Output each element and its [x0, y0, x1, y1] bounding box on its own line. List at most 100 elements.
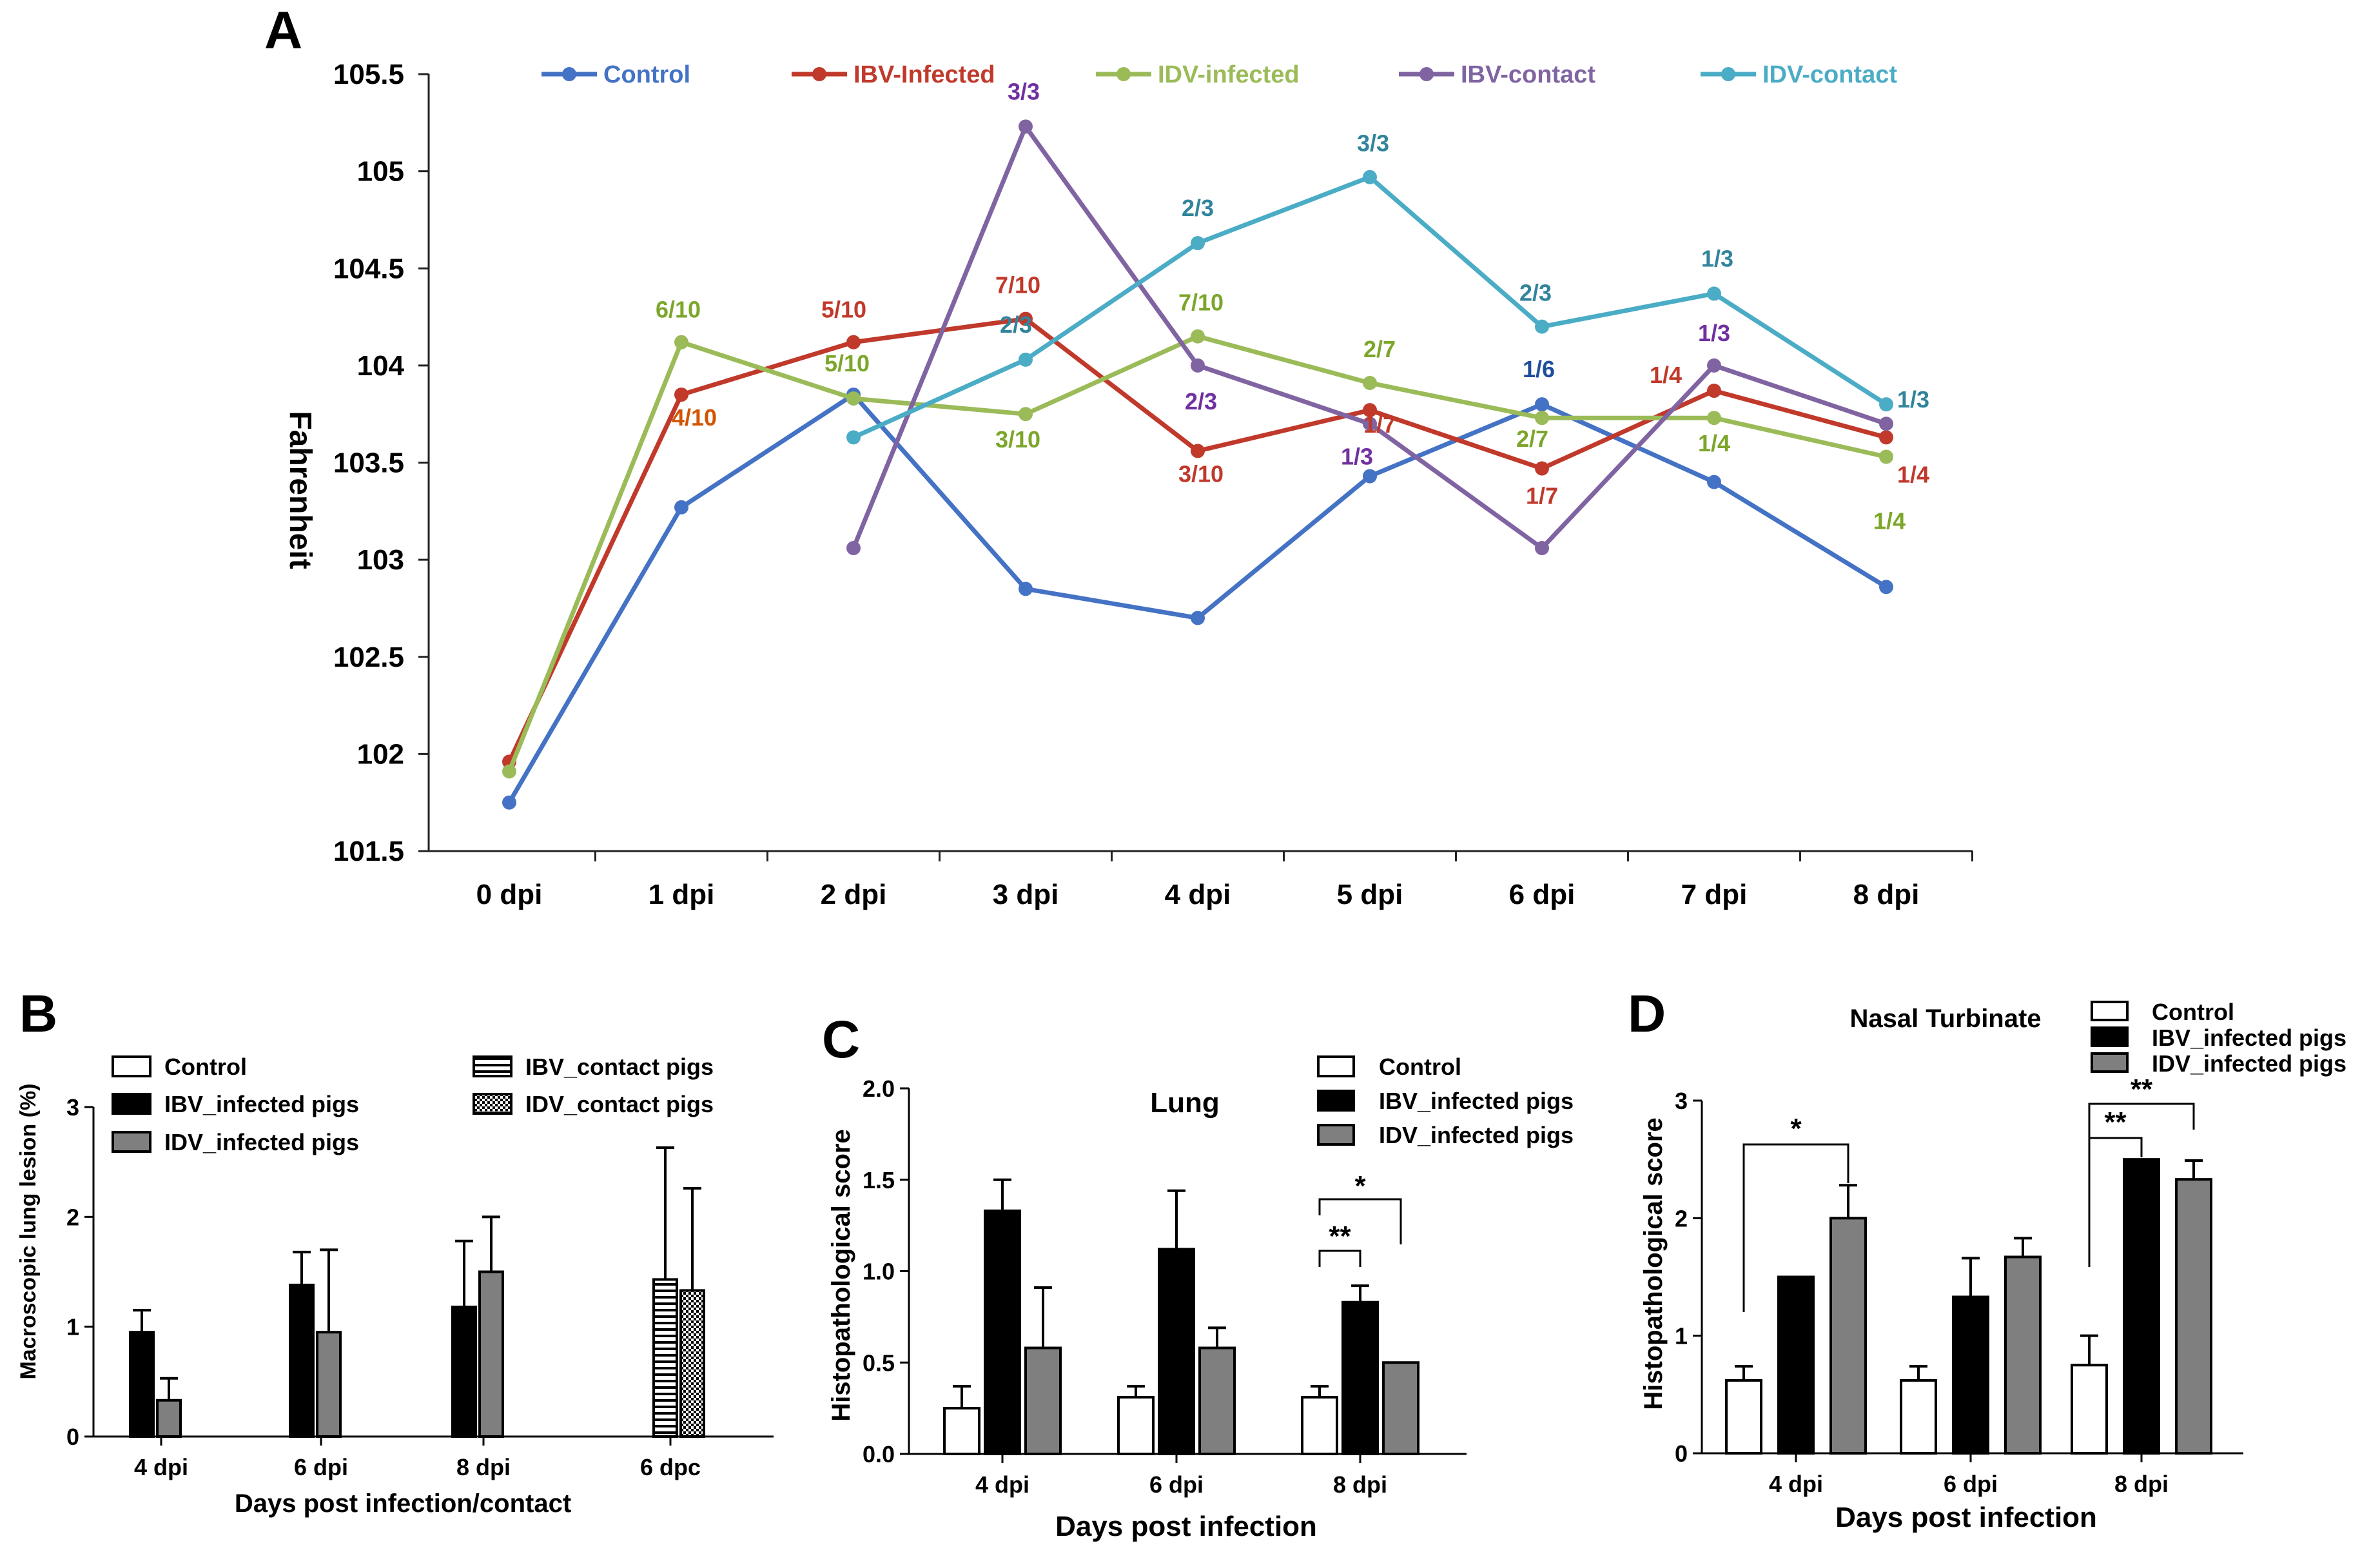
- data-point-idv-contact: [1535, 319, 1549, 334]
- legend-label-idv-contact: IDV-contact: [1762, 61, 1897, 88]
- panel-label-c: C: [822, 1010, 860, 1069]
- significance-bracket: [1318, 1250, 1361, 1267]
- bar-ibv-infected-pigs: [1952, 1295, 1989, 1455]
- data-point-idv-infected: [1019, 407, 1033, 422]
- panel-a-xtick-label: 3 dpi: [993, 879, 1059, 910]
- annotation-label: 1/4: [1698, 430, 1730, 456]
- data-point-idv-contact: [1707, 286, 1721, 301]
- annotation-label: 1/4: [1897, 461, 1929, 487]
- data-point-ibv-contact: [1535, 541, 1549, 556]
- bar-idv-infected-pigs: [478, 1270, 504, 1438]
- annotation-label: 2/7: [1516, 426, 1548, 452]
- panel-a-ytick-label: 104: [357, 350, 405, 382]
- annotation-label: 6/10: [656, 297, 701, 323]
- ytick-label: 0: [1675, 1440, 1688, 1467]
- panel-a-xtick-label: 1 dpi: [649, 879, 715, 910]
- legend-label-control: Control: [1379, 1054, 1461, 1080]
- panel-label-d: D: [1628, 985, 1666, 1043]
- panel-a-xtick-label: 7 dpi: [1681, 879, 1748, 910]
- data-point-control: [674, 500, 688, 515]
- annotation-label: 1/7: [1363, 411, 1396, 438]
- bar-ibv-infected-pigs: [1158, 1248, 1195, 1455]
- annotation-label: 1/3: [1698, 320, 1730, 346]
- panel-d-xlabel: Days post infection: [1835, 1502, 2097, 1533]
- bar-ibv-infected-pigs: [129, 1331, 155, 1438]
- data-point-control: [1707, 475, 1721, 489]
- legend-label-control: Control: [2152, 999, 2234, 1025]
- data-point-ibv-contact: [1879, 417, 1893, 431]
- panel-a-xtick-label: 0 dpi: [476, 879, 543, 910]
- data-point-idv-contact: [1879, 397, 1893, 412]
- xtick-label: 8 dpi: [2114, 1471, 2169, 1497]
- data-point-ibv-contact: [1191, 358, 1205, 373]
- data-point-control: [1879, 580, 1893, 594]
- annotation-label: 7/10: [995, 272, 1040, 299]
- legend-label-idv-infected-pigs: IDV_infected pigs: [2152, 1050, 2346, 1077]
- annotation-label: 2/3: [1519, 280, 1552, 306]
- legend-label-idv-infected-pigs: IDV_infected pigs: [1379, 1122, 1574, 1148]
- annotation-label: 1/4: [1650, 362, 1682, 388]
- bar-idv-infected-pigs: [2004, 1255, 2042, 1455]
- panel-a-ytick-label: 103: [357, 544, 404, 576]
- panel-a-xtick-label: 6 dpi: [1509, 879, 1575, 910]
- ytick-label: 2.0: [863, 1075, 895, 1102]
- bar-idv-infected-pigs: [1382, 1361, 1419, 1455]
- panel-b-ylabel: Macroscopic lung lesion (%): [16, 1083, 41, 1379]
- data-point-ibv-contact: [846, 541, 861, 556]
- annotation-label: 2/3: [1185, 388, 1217, 415]
- panel-c-xlabel: Days post infection: [1055, 1511, 1317, 1542]
- legend-swatch-control: [112, 1055, 151, 1077]
- data-point-control: [1191, 611, 1205, 625]
- legend-label-ibv-infected-pigs: IBV_infected pigs: [164, 1091, 359, 1117]
- significance-label: *: [1354, 1170, 1366, 1202]
- data-point-idv-infected: [502, 764, 516, 779]
- significance-label: **: [2131, 1074, 2153, 1105]
- legend-label-idv-infected-pigs: IDV_infected pigs: [164, 1129, 359, 1155]
- panel-a-ytick-label: 102.5: [333, 642, 404, 673]
- bar-ibv-infected-pigs: [451, 1306, 477, 1438]
- significance-bracket: [1318, 1198, 1402, 1244]
- bar-ibv-infected-pigs: [289, 1283, 315, 1438]
- significance-bracket: [2088, 1103, 2195, 1139]
- annotation-label: 5/10: [821, 297, 866, 323]
- bar-control: [1900, 1378, 1937, 1455]
- xtick-label: 6 dpi: [294, 1454, 348, 1480]
- xtick-label: 4 dpi: [134, 1454, 188, 1480]
- annotation-label: 3/10: [1178, 460, 1224, 487]
- annotation-label: 5/10: [824, 350, 870, 377]
- legend-marker-ibv-contact: [1419, 67, 1434, 81]
- panel-a-ytick-label: 105: [357, 156, 404, 188]
- panel-c-title: Lung: [1150, 1087, 1220, 1119]
- significance-bracket: [2088, 1137, 2143, 1267]
- data-point-ibv-infected: [1191, 444, 1205, 458]
- bar-control: [2071, 1364, 2108, 1455]
- legend-swatch-idv-infected-pigs: [2091, 1052, 2129, 1073]
- legend-marker-control: [562, 67, 576, 81]
- legend-swatch-ibv-contact-pigs: [473, 1055, 512, 1077]
- legend-label-idv-infected: IDV-infected: [1158, 61, 1300, 88]
- ytick-label: 3: [66, 1094, 79, 1121]
- ytick-label: 3: [1675, 1088, 1688, 1114]
- data-point-control: [1535, 397, 1549, 412]
- bar-ibv-infected-pigs: [984, 1209, 1021, 1455]
- panel-a-line-chart: 101.5 102 102.5 103 103.5 104 104.5 105 105.5 0 d…: [283, 59, 1973, 910]
- legend-label-ibv-infected: IBV-Infected: [853, 61, 995, 88]
- ytick-label: 2: [66, 1204, 79, 1230]
- legend-marker-idv-infected: [1117, 67, 1131, 81]
- legend-swatch-control: [2091, 1001, 2129, 1021]
- bar-idv-infected-pigs: [1198, 1346, 1236, 1456]
- panel-a-ylabel: Fahrenheit: [283, 411, 317, 569]
- legend-swatch-idv-contact-pigs: [473, 1093, 512, 1115]
- bar-ibv-contact-pigs: [652, 1278, 678, 1438]
- annotation-label: 1/3: [1701, 245, 1733, 271]
- panel-a-xtick-label: 8 dpi: [1853, 879, 1920, 910]
- annotation-label: 1/7: [1526, 483, 1558, 509]
- data-point-idv-infected: [1707, 411, 1721, 426]
- data-point-idv-infected: [1879, 449, 1893, 464]
- annotation-label: 1/6: [1523, 356, 1555, 382]
- legend-label-ibv-contact-pigs: IBV_contact pigs: [525, 1054, 714, 1080]
- data-point-ibv-contact: [1019, 119, 1033, 134]
- data-point-ibv-infected: [1019, 311, 1033, 326]
- data-point-idv-infected: [1535, 411, 1549, 426]
- ytick-label: 2: [1675, 1205, 1688, 1231]
